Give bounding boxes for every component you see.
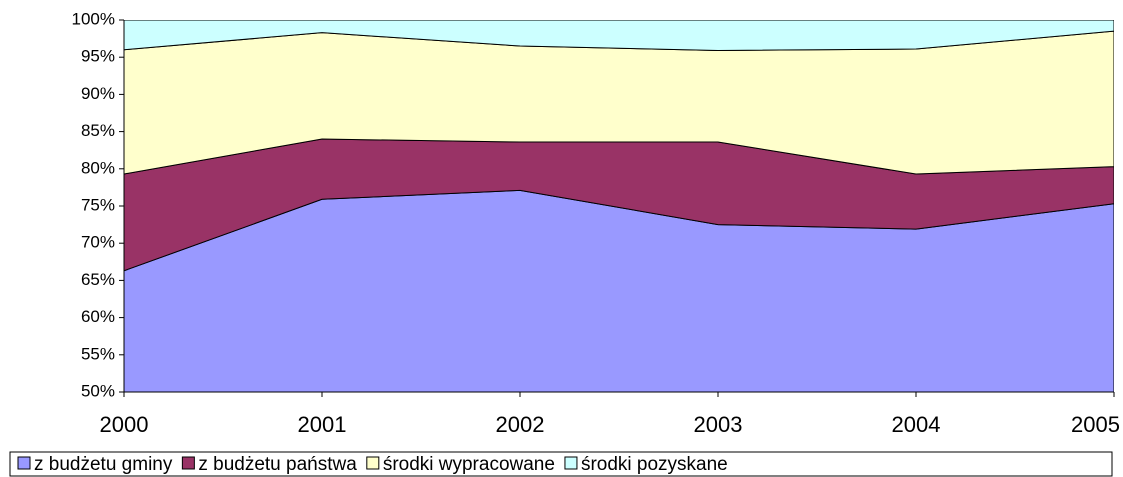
area xyxy=(124,20,1114,52)
plot-area xyxy=(124,20,1114,392)
legend-label: z budżetu gminy xyxy=(34,454,173,475)
y-tick-label: 75% xyxy=(81,195,115,214)
y-tick-label: 80% xyxy=(81,158,115,177)
x-tick-label: 2003 xyxy=(694,412,743,437)
legend-swatch xyxy=(366,456,380,470)
y-tick-label: 85% xyxy=(81,121,115,140)
legend-label: środki pozyskane xyxy=(581,454,728,475)
legend-box xyxy=(9,451,1113,477)
y-tick-label: 100% xyxy=(72,9,115,28)
area xyxy=(124,189,1114,392)
y-tick-label: 90% xyxy=(81,84,115,103)
legend-swatch xyxy=(17,456,31,470)
y-tick-label: 70% xyxy=(81,233,115,252)
x-tick-label: 2004 xyxy=(892,412,941,437)
x-tick-label: 2002 xyxy=(496,412,545,437)
x-tick-label: 2005 xyxy=(1071,412,1120,437)
y-tick-label: 50% xyxy=(81,381,115,400)
legend-label: środki wypracowane xyxy=(383,454,555,475)
legend-label: z budżetu państwa xyxy=(198,454,357,475)
x-tick-label: 2001 xyxy=(298,412,347,437)
legend-swatch xyxy=(564,456,578,470)
x-tick-label: 2000 xyxy=(100,412,149,437)
y-tick-label: 60% xyxy=(81,307,115,326)
y-tick-label: 65% xyxy=(81,270,115,289)
legend-swatch xyxy=(181,456,195,470)
y-tick-label: 55% xyxy=(81,344,115,363)
y-tick-label: 95% xyxy=(81,47,115,66)
